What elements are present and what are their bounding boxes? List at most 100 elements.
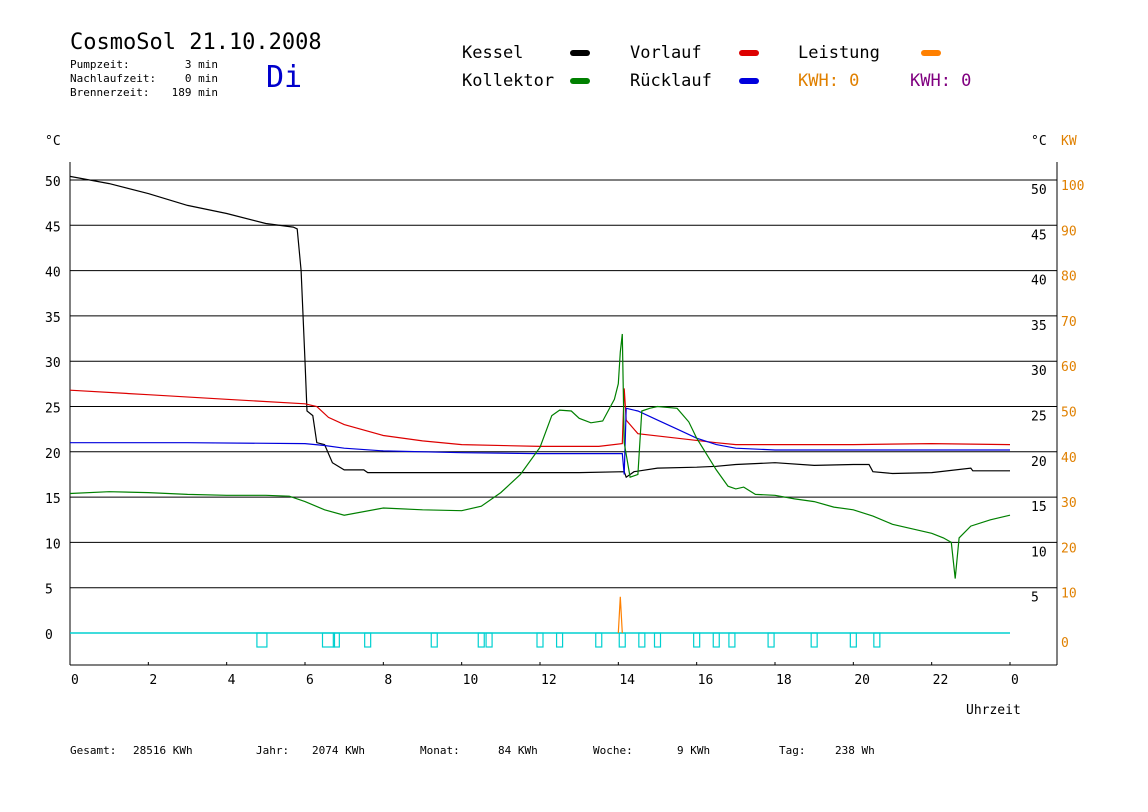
series-vorlauf [69,388,1011,447]
x-tick-12: 0 [1011,673,1019,688]
chart-grid [70,179,1057,589]
y-axis-right-label: °C [1031,134,1047,149]
pump-marker [477,632,485,648]
footer-tag-label: Tag: [779,744,806,757]
y-tick-right-15: 15 [1031,500,1047,515]
y-tick-right-20: 20 [1031,455,1047,470]
y-tick-left-50: 50 [45,175,61,190]
series-kessel [69,175,1010,479]
footer-tag-value: 238 Wh [835,744,875,757]
y-tick-left-10: 10 [45,537,61,552]
footer-gesamt-label: Gesamt: [70,744,117,757]
y-tick-right-25: 25 [1031,410,1047,425]
series-kollektor [69,333,1011,579]
legend-kollektor-label: Kollektor [462,71,555,91]
pump-marker [810,632,818,648]
y-tick-left-0: 0 [45,628,53,643]
footer-jahr-label: Jahr: [256,744,290,757]
pump-marker [767,632,775,648]
chart-title: CosmoSol 21.10.2008 [70,30,322,55]
pump-marker [618,632,626,648]
legend-vorlauf-swatch [739,50,759,56]
kw-tick-20: 20 [1061,541,1077,556]
legend-leistung-swatch [921,50,941,56]
pump-marker [638,632,646,648]
x-axis-label: Uhrzeit [966,703,1021,718]
footer-woche-label: Woche: [593,744,633,757]
pump-marker [728,632,736,648]
x-tick-1: 2 [149,673,157,688]
legend-kessel-label: Kessel [462,43,524,63]
y-tick-left-30: 30 [45,356,61,371]
pump-marker [873,632,881,648]
legend-kollektor-swatch [570,78,590,84]
pump-marker [536,632,544,648]
stat-pumpzeit-label: Pumpzeit: [70,58,130,71]
footer-monat-value: 84 KWh [498,744,538,757]
x-tick-6: 12 [541,673,557,688]
pump-marker [712,632,720,648]
stat-nachlaufzeit-label: Nachlaufzeit: [70,72,157,85]
x-tick-3: 6 [306,673,314,688]
chart-ticks: 0551010151520202525303035354040454550500… [45,175,1084,688]
pump-marker [693,632,701,648]
footer-monat-label: Monat: [420,744,460,757]
y-tick-right-10: 10 [1031,545,1047,560]
kw-tick-10: 10 [1061,587,1077,602]
x-tick-11: 22 [933,673,949,688]
y-tick-left-40: 40 [45,266,61,281]
x-tick-7: 14 [619,673,635,688]
stat-brennerzeit-value: 189 min [171,86,218,99]
kw-tick-50: 50 [1061,406,1077,421]
pump-marker [653,632,662,648]
x-tick-0: 0 [71,673,79,688]
kw-tick-90: 90 [1061,224,1077,239]
series-leistung [617,596,623,634]
chart-lines [69,175,1011,634]
y-tick-right-50: 50 [1031,183,1047,198]
y-tick-right-35: 35 [1031,319,1047,334]
stat-nachlaufzeit-value: 0 min [184,72,218,85]
y-tick-left-25: 25 [45,402,61,417]
y-axis-kw-label: KW [1061,134,1077,149]
series-rücklauf [70,407,1010,475]
x-tick-10: 20 [854,673,870,688]
stat-brennerzeit-label: Brennerzeit: [70,86,150,99]
y-tick-left-5: 5 [45,583,53,598]
pump-marker [364,632,372,648]
x-tick-8: 16 [698,673,714,688]
stat-pumpzeit-value: 3 min [184,58,218,71]
legend-kwh-purple: KWH: 0 [910,71,972,91]
y-tick-left-45: 45 [45,220,61,235]
y-tick-left-20: 20 [45,447,61,462]
footer-gesamt-value: 28516 KWh [133,744,193,757]
legend-kessel-swatch [570,50,590,56]
weekday-label: Di [266,60,303,95]
pump-marker [321,632,336,648]
y-tick-left-35: 35 [45,311,61,326]
pump-marker [485,632,493,648]
legend-ruecklauf-label: Rücklauf [630,71,712,91]
pump-marker [430,632,438,648]
y-tick-right-45: 45 [1031,228,1047,243]
legend-leistung-label: Leistung [798,43,880,63]
x-tick-5: 10 [463,673,479,688]
legend-kwh-orange: KWH: 0 [798,71,860,91]
kw-tick-100: 100 [1061,179,1084,194]
y-tick-right-30: 30 [1031,364,1047,379]
x-tick-4: 8 [384,673,392,688]
kw-tick-0: 0 [1061,636,1069,651]
pump-marker [555,632,564,648]
kw-tick-30: 30 [1061,496,1077,511]
kw-tick-80: 80 [1061,270,1077,285]
footer-woche-value: 9 KWh [677,744,711,757]
pump-marker [849,632,857,648]
legend-vorlauf-label: Vorlauf [630,43,702,63]
kw-tick-70: 70 [1061,315,1077,330]
kw-tick-60: 60 [1061,360,1077,375]
y-axis-left-label: °C [45,134,61,149]
pump-marker [256,632,268,648]
kw-tick-40: 40 [1061,451,1077,466]
legend-ruecklauf-swatch [739,78,759,84]
y-tick-left-15: 15 [45,492,61,507]
